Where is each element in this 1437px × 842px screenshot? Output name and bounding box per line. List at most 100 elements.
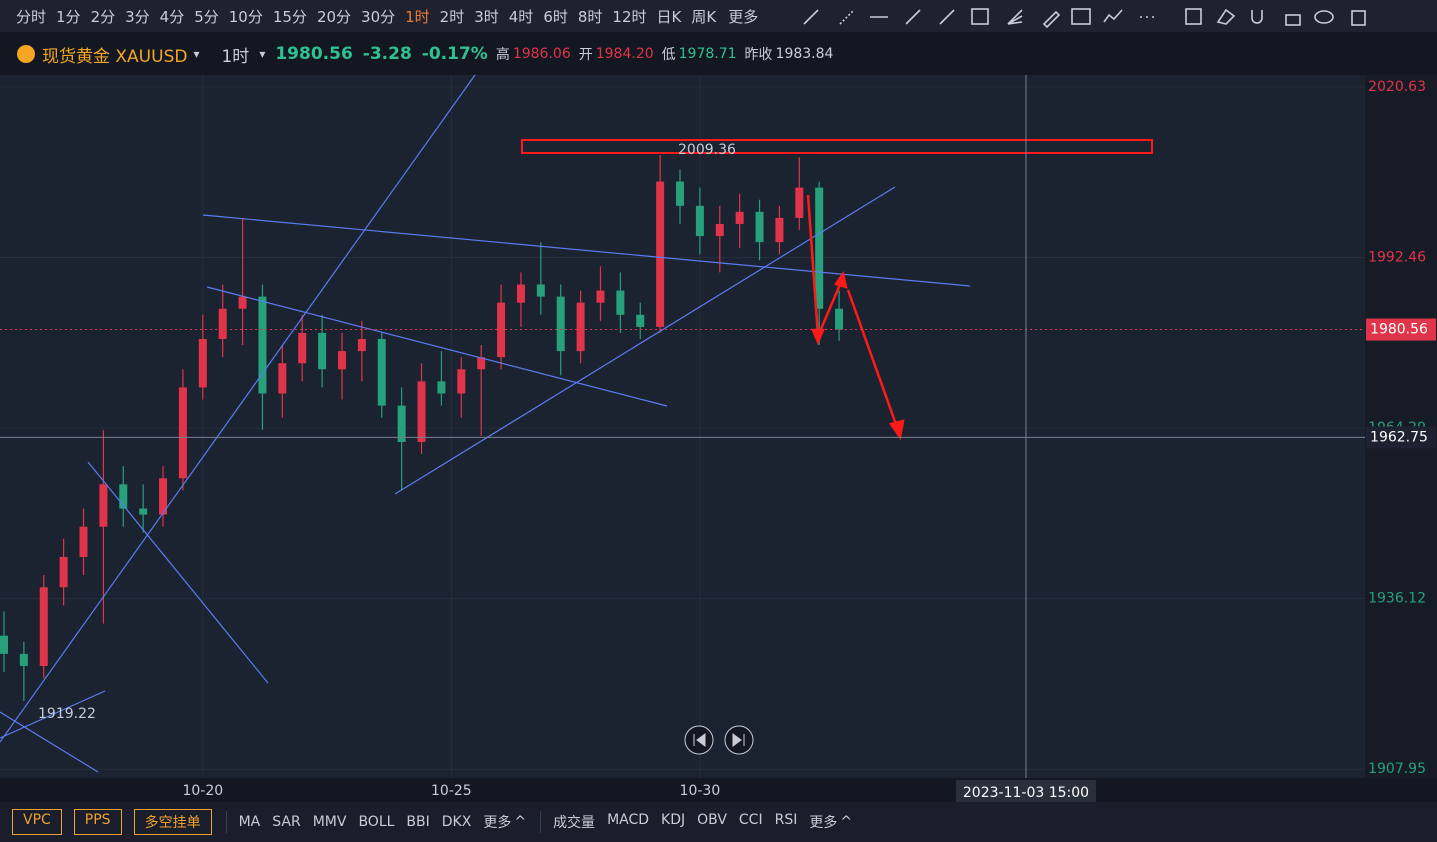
candle-body [337, 351, 346, 370]
crosshair-y-tag [1366, 426, 1436, 449]
candle-body [656, 181, 665, 327]
indicator-button[interactable]: KDJ [661, 812, 686, 828]
tool-icon[interactable] [1351, 10, 1367, 26]
trendline [206, 286, 668, 407]
candle-body [198, 339, 207, 388]
tool-button[interactable]: PPS [73, 809, 122, 835]
candle-body [318, 332, 327, 370]
candle-body [258, 296, 267, 394]
more-button[interactable]: 更多 [728, 7, 759, 26]
period-button[interactable]: 1时 [405, 7, 430, 26]
prev-icon [693, 733, 706, 747]
period-button[interactable]: 8时 [577, 7, 603, 26]
period-button[interactable]: 日K [656, 7, 682, 26]
arrows [806, 194, 905, 441]
tool-icon[interactable] [971, 8, 990, 25]
tool-button[interactable]: 多空挂单 [133, 809, 212, 835]
indicator-button[interactable]: 成交量 [553, 815, 596, 831]
tool-button[interactable]: VPC [12, 809, 62, 835]
symbol-header: 现货黄金 XAUUSD ▾ 1时 ▾ 1980.56 -3.28 -0.17% … [0, 36, 1437, 72]
plot-area [0, 75, 1365, 778]
low-annotation: 1919.22 [38, 706, 96, 722]
tool-icon[interactable] [1185, 8, 1203, 25]
open-value: 1984.20 [595, 46, 654, 62]
crosshair-x-label: 2023-11-03 15:00 [963, 785, 1089, 801]
period-button[interactable]: 5分 [194, 7, 219, 26]
period-button[interactable]: 15分 [272, 7, 307, 26]
candle-body [536, 284, 545, 297]
period-button[interactable]: 2分 [90, 7, 116, 26]
period-button[interactable]: 1分 [56, 7, 81, 26]
indicator-button[interactable]: DKX [441, 814, 472, 830]
y-tick-label: 1936.12 [1368, 591, 1426, 607]
tool-icon[interactable] [939, 9, 955, 25]
trendline [87, 461, 269, 684]
arrow-path [846, 289, 900, 431]
candle-body [218, 308, 227, 340]
tool-icon[interactable] [905, 9, 921, 25]
main-more[interactable]: 更多 [483, 815, 512, 831]
tool-icon[interactable] [1103, 9, 1123, 23]
period-button[interactable]: 3分 [125, 7, 150, 26]
tool-icon[interactable] [803, 9, 819, 25]
indicator-button[interactable]: OBV [697, 812, 727, 828]
period-button[interactable]: 分时 [16, 7, 47, 26]
candle-body [298, 332, 307, 364]
tool-icon[interactable] [1216, 8, 1236, 25]
candle-body [39, 587, 48, 666]
indicator-button[interactable]: SAR [272, 814, 301, 830]
candle-body [735, 211, 744, 224]
period-button[interactable]: 2时 [439, 7, 465, 26]
tool-icon[interactable] [1285, 14, 1302, 26]
tool-icon[interactable] [1314, 10, 1335, 24]
symbol[interactable]: 现货黄金 XAUUSD [42, 46, 188, 67]
candle-body [119, 484, 128, 509]
indicator-button[interactable]: CCI [738, 812, 763, 828]
period-button[interactable]: 20分 [316, 7, 352, 26]
period[interactable]: 1时 [221, 46, 250, 67]
candle-body [795, 187, 804, 218]
tool-icon[interactable] [1007, 9, 1023, 25]
period-button[interactable]: 30分 [361, 7, 396, 26]
tool-icon[interactable] [1071, 8, 1092, 25]
indicator-button[interactable]: BOLL [358, 814, 395, 830]
tool-icon[interactable] [1251, 10, 1264, 24]
indicator-bar: VPC PPS 多空挂单 MA SAR MMV BOLL BBI DKX 更多 ^ 成交量 MAC… [0, 802, 1437, 842]
drawing-tools [803, 8, 1367, 28]
candle-body [99, 484, 108, 527]
next-icon [732, 733, 745, 747]
candle-body [556, 296, 565, 352]
indicator-button[interactable]: BBI [406, 814, 430, 830]
candle-body [755, 211, 764, 243]
period-button[interactable]: 3时 [474, 7, 499, 26]
period-button[interactable]: 10分 [228, 7, 263, 26]
period-list: 分时 1分 2分 3分 4分 5分 10分 15分 20分 30分 1时 2时 3时 4时 6时 8时 12时日… [0, 6, 726, 27]
indicator-button[interactable]: MA [238, 814, 261, 830]
indicator-button[interactable]: RSI [774, 812, 798, 828]
y-tick-label: 2020.63 [1368, 79, 1426, 95]
indicator-button[interactable]: MMV [312, 814, 347, 830]
gold-icon [17, 45, 35, 63]
x-tick-label: 10-30 [680, 783, 721, 799]
high-label: 高 [495, 47, 510, 63]
period-button[interactable]: 4时 [508, 7, 534, 26]
tool-icon[interactable] [1043, 10, 1061, 28]
tool-icon[interactable] [839, 9, 855, 25]
period-button[interactable]: 12时 [612, 7, 647, 26]
candle-body [278, 363, 287, 394]
candle-body [715, 223, 724, 237]
x-tick-label: 10-20 [182, 783, 223, 799]
candle-body [417, 381, 426, 442]
sub-more[interactable]: 更多 [809, 815, 838, 831]
sub-indicators: 成交量 MACD KDJ OBV CCI RSI [541, 812, 797, 832]
crosshair-y-label: 1962.75 [1370, 429, 1428, 445]
period-button[interactable]: 6时 [543, 7, 568, 26]
period-button[interactable]: 周K [691, 7, 717, 26]
trendline [0, 690, 106, 739]
period-button[interactable]: 4分 [159, 7, 185, 26]
candle-body [0, 635, 8, 654]
open-label: 开 [578, 47, 593, 63]
indicator-button[interactable]: MACD [607, 812, 650, 828]
